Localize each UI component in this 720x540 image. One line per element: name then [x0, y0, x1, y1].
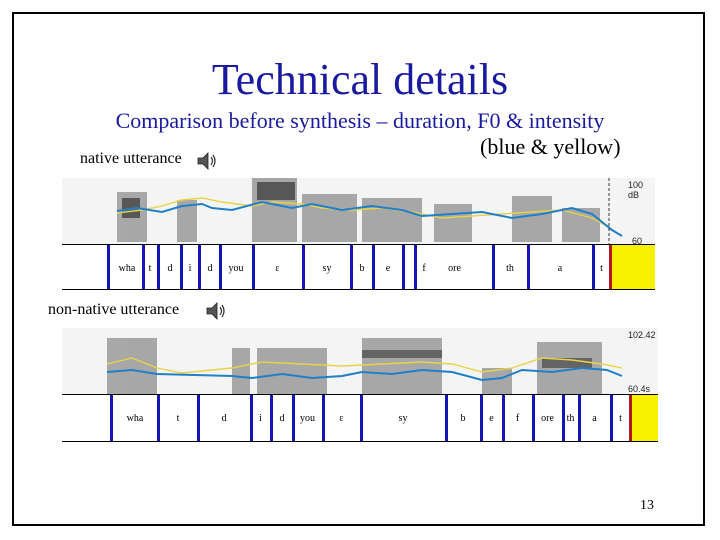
nonnative-db-bottom: 60.4s — [628, 384, 651, 394]
native-boundary[interactable] — [402, 245, 405, 289]
nonnative-boundary[interactable] — [250, 395, 253, 441]
native-boundary[interactable] — [350, 245, 353, 289]
native-db-top: 100 dB — [628, 180, 644, 200]
slide-subtitle-colors: (blue & yellow) — [480, 134, 621, 159]
nonnative-seg-label: d — [221, 413, 227, 424]
nonnative-boundary[interactable] — [532, 395, 535, 441]
native-boundary[interactable] — [157, 245, 160, 289]
native-boundary[interactable] — [372, 245, 375, 289]
native-boundary[interactable] — [302, 245, 305, 289]
native-seg-label: th — [506, 263, 514, 274]
nonnative-boundary[interactable] — [197, 395, 200, 441]
native-boundary[interactable] — [198, 245, 201, 289]
native-seg-label: sy — [322, 263, 332, 274]
native-spectrogram-panel: 100 dB 60 dB wha t d i d you ɛ sy b e f … — [62, 178, 655, 290]
native-cursor — [609, 245, 612, 289]
native-seg-label: ɛ — [275, 263, 280, 274]
nonnative-seg-label: t — [176, 413, 180, 424]
nonnative-seg-label: ore — [541, 413, 554, 424]
native-boundary[interactable] — [492, 245, 495, 289]
nonnative-boundary[interactable] — [270, 395, 273, 441]
native-boundary[interactable] — [592, 245, 595, 289]
nonnative-boundary[interactable] — [480, 395, 483, 441]
native-boundary[interactable] — [219, 245, 222, 289]
nonnative-seg-label: d — [279, 413, 285, 424]
page-number: 13 — [640, 498, 654, 513]
native-utterance-label: native utterance — [80, 150, 182, 167]
nonnative-boundary[interactable] — [157, 395, 160, 441]
native-seg-label: b — [359, 263, 365, 274]
nonnative-seg-label: a — [592, 413, 597, 424]
nonnative-db-top: 102.42 — [628, 330, 656, 340]
native-seg-label: e — [385, 263, 391, 274]
nonnative-seg-label: you — [300, 413, 315, 424]
speaker-icon[interactable] — [196, 150, 218, 172]
native-segmentation-tier: wha t d i d you ɛ sy b e f ore th a t — [62, 244, 655, 290]
nonnative-utterance-label: non-native utterance — [48, 301, 180, 318]
nonnative-seg-label: sy — [398, 413, 408, 424]
nonnative-boundary[interactable] — [578, 395, 581, 441]
native-seg-label: d — [207, 263, 213, 274]
native-boundary[interactable] — [527, 245, 530, 289]
nonnative-seg-label: i — [259, 413, 262, 424]
nonnative-segmentation-tier: wha t d i d you ɛ sy b e f ore th a t — [62, 394, 658, 442]
native-seg-label: you — [228, 263, 244, 274]
native-seg-label: i — [188, 263, 192, 274]
native-seg-label: ore — [448, 263, 461, 274]
nonnative-spectrogram — [62, 328, 658, 394]
native-seg-label: t — [148, 263, 152, 274]
native-boundary[interactable] — [180, 245, 183, 289]
native-boundary[interactable] — [252, 245, 255, 289]
native-boundary[interactable] — [414, 245, 417, 289]
nonnative-boundary[interactable] — [502, 395, 505, 441]
native-selection-highlight — [610, 245, 655, 289]
native-seg-label: t — [600, 263, 603, 274]
nonnative-seg-label: t — [619, 413, 622, 424]
nonnative-seg-label: f — [515, 413, 520, 424]
nonnative-spectrogram-panel: 102.42 60.4s wha t d i d you ɛ sy b e f … — [62, 328, 658, 442]
nonnative-seg-label: ɛ — [339, 413, 344, 424]
nonnative-boundary[interactable] — [292, 395, 295, 441]
nonnative-boundary[interactable] — [322, 395, 325, 441]
slide-frame — [12, 12, 705, 526]
native-seg-label: d — [167, 263, 173, 274]
slide-title: Technical details — [211, 55, 509, 104]
native-seg-label: f — [422, 263, 426, 274]
nonnative-boundary[interactable] — [562, 395, 565, 441]
nonnative-boundary[interactable] — [110, 395, 113, 441]
nonnative-seg-label: e — [489, 413, 494, 424]
nonnative-boundary[interactable] — [445, 395, 448, 441]
nonnative-seg-label: wha — [126, 413, 144, 424]
nonnative-seg-label: th — [566, 413, 575, 424]
nonnative-boundary[interactable] — [610, 395, 613, 441]
native-seg-label: a — [557, 263, 563, 274]
nonnative-boundary[interactable] — [360, 395, 363, 441]
nonnative-selection-highlight — [629, 395, 658, 441]
native-seg-label: wha — [118, 263, 136, 274]
native-boundary[interactable] — [142, 245, 145, 289]
native-spectrogram — [62, 178, 655, 244]
nonnative-cursor — [629, 395, 632, 441]
native-boundary[interactable] — [107, 245, 110, 289]
nonnative-seg-label: b — [460, 413, 466, 424]
speaker-icon[interactable] — [205, 300, 227, 322]
slide-subtitle: Comparison before synthesis – duration, … — [115, 108, 605, 133]
